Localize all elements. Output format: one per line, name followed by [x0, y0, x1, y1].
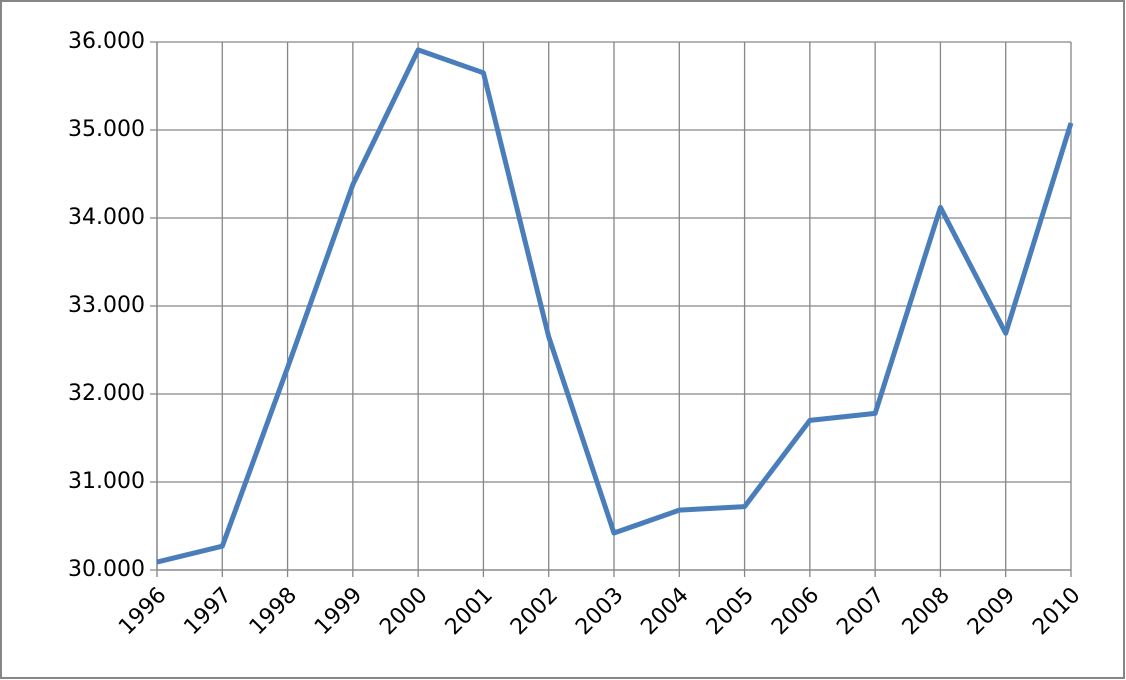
y-tick-label: 36.000 [68, 29, 145, 54]
y-tick-label: 34.000 [68, 205, 145, 230]
y-tick-label: 33.000 [68, 293, 145, 318]
y-tick-label: 31.000 [68, 469, 145, 494]
line-series [156, 47, 1074, 565]
y-tick-label: 35.000 [68, 117, 145, 142]
y-tick-label: 30.000 [68, 557, 145, 582]
y-tick-label: 32.000 [68, 381, 145, 406]
